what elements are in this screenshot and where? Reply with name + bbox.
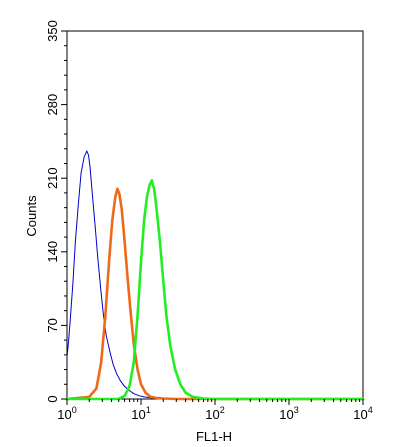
x-tick-label: 104	[353, 405, 372, 422]
y-tick-label: 70	[45, 318, 60, 332]
histogram-series-2	[65, 187, 365, 401]
y-tick-label: 210	[45, 167, 60, 189]
x-tick-label: 100	[57, 405, 76, 422]
y-tick-label: 0	[45, 395, 60, 402]
plot-frame	[66, 30, 364, 400]
y-tick-label: 140	[45, 241, 60, 263]
y-tick-label: 350	[45, 20, 60, 42]
y-axis: 0 70 140 210 280 350	[45, 20, 67, 403]
x-tick-label: 101	[131, 405, 150, 422]
y-axis-title: Counts	[24, 195, 39, 237]
plot-border	[66, 30, 364, 400]
x-axis-title: FL1-H	[196, 429, 232, 444]
histogram-series-3	[65, 179, 365, 401]
y-tick-label: 280	[45, 94, 60, 116]
x-tick-label: 103	[279, 405, 298, 422]
series-layer	[65, 150, 365, 401]
histogram-series-1	[66, 150, 364, 400]
x-tick-label: 102	[205, 405, 224, 422]
x-axis: 100 101 102 103 104	[57, 399, 373, 422]
